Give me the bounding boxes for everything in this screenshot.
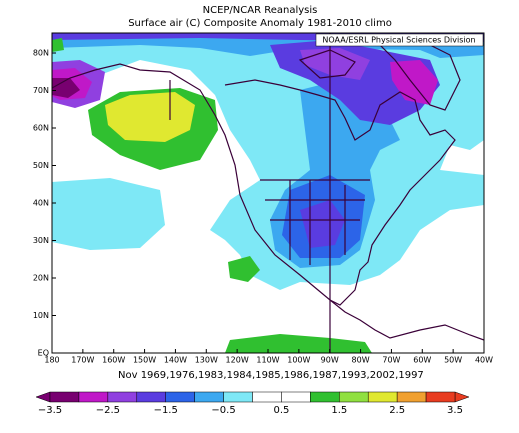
colorbar-swatch [367, 391, 398, 403]
lon-label: 160W [102, 356, 125, 365]
anomaly-area [52, 38, 64, 52]
lat-label: 40N [33, 199, 49, 208]
colorbar: −3.5 −2.5 −1.5 −0.5 0.5 1.5 2.5 3.5 [35, 391, 470, 416]
lon-label: 70W [382, 356, 400, 365]
colorbar-swatch [310, 391, 340, 403]
colorbar-label: −2.5 [96, 405, 120, 416]
anomaly-area [52, 78, 80, 98]
period-label: Nov 1969,1976,1983,1984,1985,1986,1987,1… [118, 370, 424, 381]
colorbar-swatch [425, 391, 456, 403]
colorbar-swatch [136, 391, 166, 403]
lat-label: 60N [33, 124, 49, 133]
colorbar-arrow [35, 391, 51, 403]
colorbar-swatch [107, 391, 138, 403]
lat-label: EQ [38, 349, 49, 358]
anomaly-fields [52, 33, 484, 353]
lon-label: 130W [195, 356, 218, 365]
anomaly-area [225, 334, 372, 353]
anomaly-area [228, 256, 260, 282]
colorbar-swatch [252, 391, 282, 403]
colorbar-swatch [223, 391, 253, 403]
lon-label: 140W [164, 356, 187, 365]
colorbar-label: 3.5 [447, 405, 463, 416]
coastline [329, 299, 484, 341]
colorbar-swatch [78, 391, 109, 403]
lon-label: 170W [71, 356, 94, 365]
colorbar-label: −0.5 [211, 405, 235, 416]
colorbar-swatch [49, 391, 80, 403]
colorbar-swatch [339, 391, 369, 403]
credit: NOAA/ESRL Physical Sciences Division [322, 36, 475, 45]
colorbar-swatch [396, 391, 427, 403]
lon-label: 100W [287, 356, 310, 365]
colorbar-swatch [165, 391, 195, 403]
lon-label: 120W [226, 356, 249, 365]
lon-label: 50W [444, 356, 462, 365]
credit-box [315, 33, 484, 47]
colorbar-label: 0.5 [273, 405, 289, 416]
anomaly-area [300, 48, 370, 80]
lon-label: 40W [475, 356, 493, 365]
coastline [52, 63, 456, 306]
title: NCEP/NCAR Reanalysis [203, 5, 318, 16]
colorbar-label: 2.5 [389, 405, 405, 416]
colorbar-swatch [281, 391, 311, 403]
lon-label: 80W [352, 356, 370, 365]
anomaly-area [390, 60, 438, 105]
lat-label: 50N [33, 161, 49, 170]
lon-label: 110W [256, 356, 279, 365]
colorbar-label: −1.5 [154, 405, 178, 416]
lat-label: 10N [33, 311, 49, 320]
colorbar-label: 1.5 [331, 405, 347, 416]
anomaly-area [52, 178, 165, 250]
lat-label: 80N [33, 49, 49, 58]
lon-label: 60W [413, 356, 431, 365]
colorbar-swatch [194, 391, 224, 403]
anomaly-area [300, 200, 345, 248]
colorbar-arrow [454, 391, 470, 403]
lon-label: 90W [321, 356, 339, 365]
anomaly-area [105, 92, 195, 142]
lat-label: 20N [33, 274, 49, 283]
subtitle: Surface air (C) Composite Anomaly 1981-2… [128, 18, 392, 29]
lat-label: 30N [33, 236, 49, 245]
lat-label: 70N [33, 86, 49, 95]
coastline [169, 49, 370, 265]
colorbar-label: −3.5 [38, 405, 62, 416]
lon-label: 180 [44, 356, 59, 365]
lon-label: 150W [133, 356, 156, 365]
